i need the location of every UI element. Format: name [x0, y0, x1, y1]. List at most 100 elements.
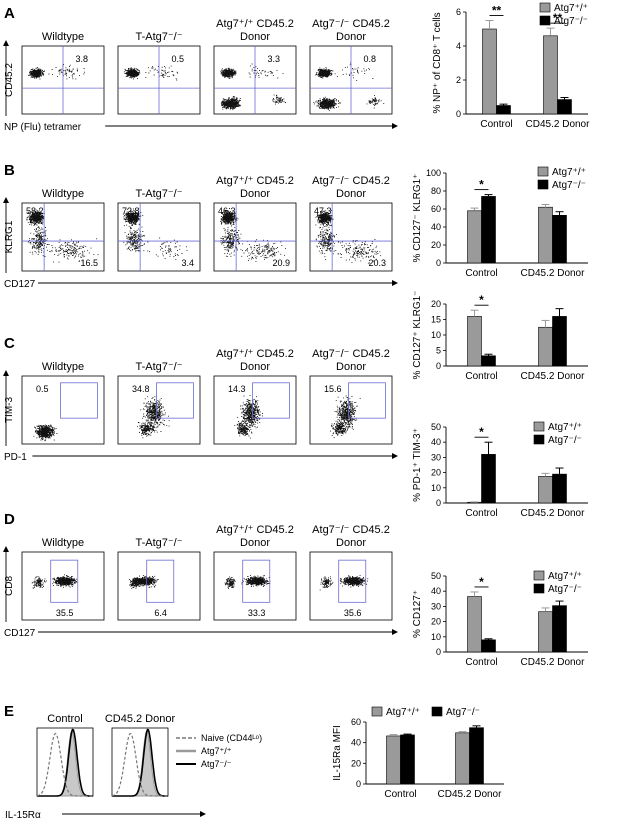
legend-swatch	[533, 583, 545, 594]
dot-cloud	[315, 224, 340, 260]
y-tick-label: 0	[436, 498, 441, 508]
plot-frame	[117, 202, 201, 272]
bar	[467, 316, 482, 367]
gate-percent: 58.2	[26, 206, 44, 216]
legend-label: Naive (CD44ᴸᵒ)	[201, 733, 262, 743]
plot-title: T-Atg7⁻/⁻	[135, 537, 182, 549]
category-label: Control	[465, 657, 497, 668]
dot-cloud	[27, 224, 49, 257]
dot-cloud	[330, 420, 350, 439]
dot-plot: 58.2 16.5	[21, 202, 105, 272]
plot-title: T-Atg7⁻/⁻	[135, 188, 182, 200]
category-label: Control	[465, 371, 497, 382]
bar	[467, 210, 482, 264]
y-tick-label: 20	[431, 299, 441, 309]
significance-mark: *	[479, 575, 484, 589]
dot-cloud	[31, 576, 47, 589]
x-axis-label: CD127	[4, 279, 36, 290]
legend-label: Atg7⁺/⁺	[552, 167, 586, 178]
category-label: CD45.2 Donor	[521, 508, 586, 519]
legend-swatch	[533, 434, 545, 445]
y-tick-label: 0	[436, 361, 441, 371]
plot-title: Donor	[336, 537, 366, 549]
arrow-head	[200, 811, 206, 817]
bar	[455, 732, 470, 785]
y-tick-label: 6	[456, 7, 461, 17]
box-gate	[338, 559, 367, 603]
dot-cloud	[137, 421, 157, 439]
histogram-title: CD45.2 Donor	[105, 713, 176, 725]
y-axis-label: % PD-1⁺ TIM-3⁺	[412, 428, 423, 502]
legend-swatch	[539, 2, 551, 13]
plot-title: Atg7⁺/⁺ CD45.2	[216, 348, 294, 360]
y-tick-label: 5	[436, 346, 441, 356]
bar	[538, 206, 553, 264]
bar	[552, 316, 567, 367]
dot-cloud	[241, 575, 271, 587]
legend-swatch	[537, 166, 549, 177]
dot-cloud	[123, 67, 141, 80]
gate-percent: 35.5	[56, 608, 74, 618]
y-tick-label: 60	[431, 204, 441, 214]
dot-cloud	[123, 224, 149, 253]
plot-title: Wildtype	[42, 31, 84, 43]
gate-percent: 33.3	[248, 608, 266, 618]
panel-letter: A	[4, 5, 15, 22]
dot-cloud	[326, 239, 382, 264]
gate-percent: 16.5	[80, 258, 98, 268]
histogram	[111, 727, 169, 797]
y-tick-label: 0	[456, 109, 461, 119]
legend-swatch	[539, 15, 551, 26]
gate-percent: 72.8	[122, 206, 140, 216]
bar	[400, 734, 415, 785]
ko-histogram	[37, 728, 93, 797]
box-gate	[242, 559, 271, 603]
bar-chart-5: 0 20 40 60 IL-15Ra MFI Control CD45.2 Donor Atg…	[332, 706, 504, 800]
dot-cloud	[220, 208, 239, 227]
legend-label: Atg7⁻/⁻	[552, 180, 586, 191]
plot-frame	[213, 375, 297, 445]
y-tick-label: 30	[431, 452, 441, 462]
plot-title: Donor	[240, 537, 270, 549]
bar	[481, 639, 496, 653]
arrow-head	[3, 40, 9, 46]
box-gate	[252, 382, 290, 419]
bar	[552, 215, 567, 264]
legend-label: Atg7⁻/⁻	[548, 435, 582, 446]
y-axis-label: % CD127⁺ KLRG1⁻	[412, 291, 423, 380]
dot-plot: 46.3 20.9	[213, 202, 297, 272]
plot-title: Atg7⁺/⁺ CD45.2	[216, 175, 294, 187]
plot-title: T-Atg7⁻/⁻	[135, 361, 182, 373]
box-gate	[50, 559, 79, 603]
legend-label: Atg7⁺/⁺	[548, 422, 582, 433]
bar-chart-4: 0 10 20 30 40 50 % CD127⁺ Control * CD45.2 Donor A…	[412, 570, 588, 668]
gate-percent: 20.3	[368, 258, 386, 268]
plot-title: Donor	[336, 361, 366, 373]
dot-plot: 3.8	[21, 45, 105, 115]
gate-percent: 3.3	[267, 54, 280, 64]
dot-cloud	[366, 95, 385, 109]
plot-title: Atg7⁺/⁺ CD45.2	[216, 18, 294, 30]
panel-letter: D	[4, 511, 15, 528]
dot-cloud	[129, 577, 141, 590]
dot-plot: 3.3	[213, 45, 297, 115]
x-axis-label: IL-15Rα	[5, 810, 41, 821]
plot-title: Atg7⁻/⁻ CD45.2	[312, 348, 390, 360]
bar	[469, 727, 484, 785]
y-tick-label: 80	[431, 186, 441, 196]
dot-cloud	[339, 575, 369, 588]
bar	[538, 326, 553, 367]
bar	[538, 476, 553, 504]
y-tick-label: 20	[431, 240, 441, 250]
y-axis-label: IL-15Ra MFI	[332, 725, 343, 781]
plot-frame	[309, 202, 393, 272]
y-tick-label: 40	[431, 437, 441, 447]
x-axis-label: NP (Flu) tetramer	[4, 122, 82, 133]
legend-label: Atg7⁺/⁺	[201, 746, 232, 756]
dot-cloud	[26, 209, 45, 226]
legend-swatch	[533, 570, 545, 581]
plot-frame	[309, 551, 393, 621]
